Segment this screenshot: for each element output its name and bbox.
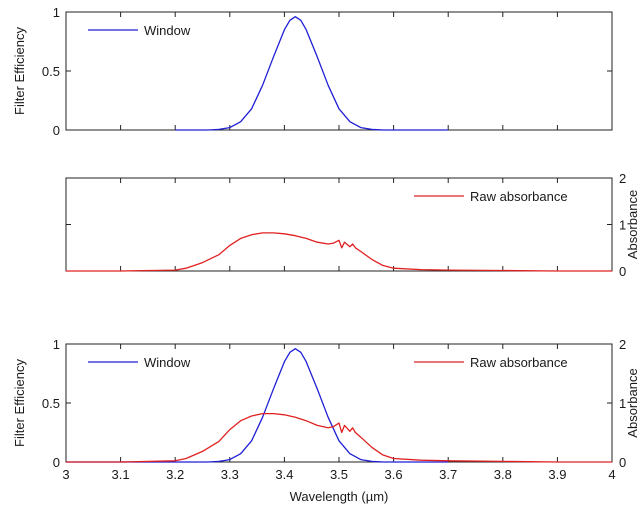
y-tick-label: 0.5 — [42, 396, 60, 411]
x-tick-label: 3.7 — [439, 467, 457, 482]
x-tick-label: 3.6 — [385, 467, 403, 482]
y-axis-label-right: Absorbance — [625, 190, 640, 259]
x-tick-label: 3.9 — [548, 467, 566, 482]
y-tick-label: 1 — [619, 218, 626, 233]
x-tick-label: 3 — [62, 467, 69, 482]
legend-raw-absorbance-label: Raw absorbance — [470, 355, 568, 370]
y-tick-label: 1 — [53, 5, 60, 20]
y-axis-label: Filter Efficiency — [12, 359, 27, 447]
legend-window-label: Window — [144, 355, 191, 370]
raw-absorbance-line — [66, 412, 612, 463]
x-tick-label: 3.5 — [330, 467, 348, 482]
y-tick-label-right: 2 — [619, 337, 626, 352]
x-tick-label: 4 — [608, 467, 615, 482]
legend-raw-absorbance-label: Raw absorbance — [470, 189, 568, 204]
raw-absorbance-line — [66, 232, 612, 272]
x-tick-label: 3.4 — [275, 467, 293, 482]
x-axis-label: Wavelength (µm) — [290, 489, 389, 504]
y-tick-label-right: 0 — [619, 455, 626, 470]
y-tick-label-right: 1 — [619, 396, 626, 411]
y-tick-label: 2 — [619, 171, 626, 186]
y-tick-label: 1 — [53, 337, 60, 352]
legend-window-label: Window — [144, 23, 191, 38]
x-tick-label: 3.3 — [221, 467, 239, 482]
y-axis-label-right: Absorbance — [625, 368, 640, 437]
window-line — [175, 16, 449, 131]
x-tick-label: 3.1 — [112, 467, 130, 482]
y-tick-label: 0.5 — [42, 64, 60, 79]
y-axis-label: Filter Efficiency — [12, 27, 27, 115]
y-tick-label: 0 — [53, 123, 60, 138]
x-tick-label: 3.8 — [494, 467, 512, 482]
y-tick-label: 0 — [53, 455, 60, 470]
y-tick-label: 0 — [619, 264, 626, 279]
x-tick-label: 3.2 — [166, 467, 184, 482]
window-line — [66, 348, 449, 463]
